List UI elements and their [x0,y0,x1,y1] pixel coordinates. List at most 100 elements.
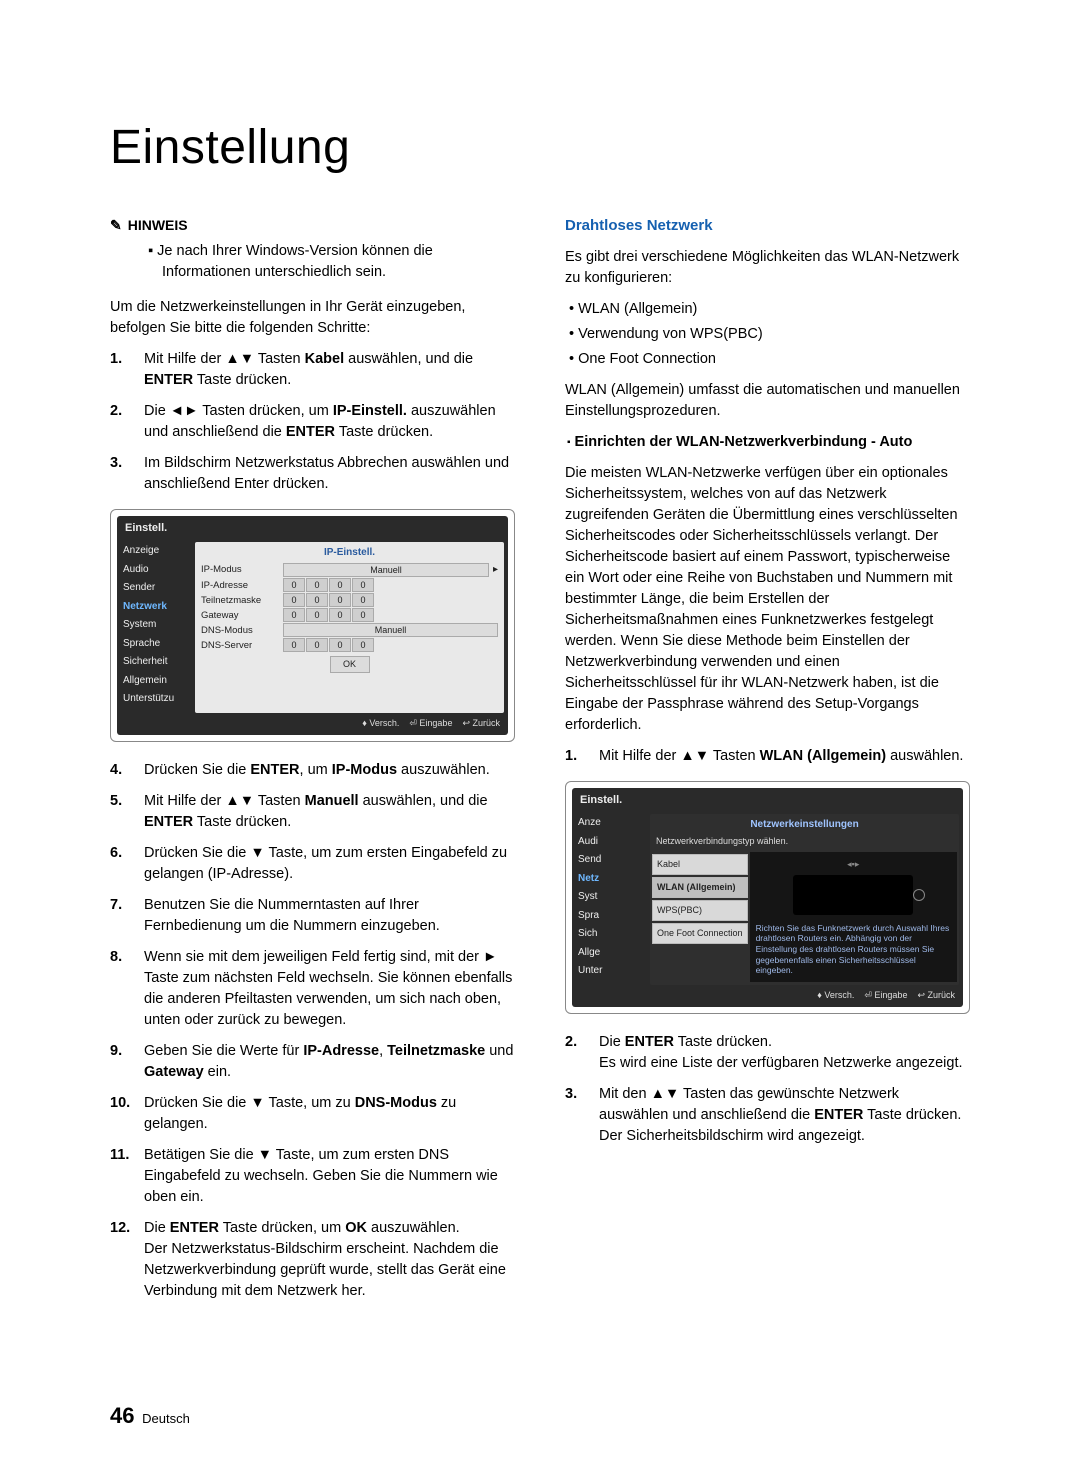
step-text: Mit Hilfe der ▲▼ Tasten Manuell auswähle… [144,791,515,833]
sidebar-item: Netz [572,870,650,889]
ipmodus-value: Manuell [283,563,489,577]
step-text: Mit Hilfe der ▲▼ Tasten Kabel auswählen,… [144,349,515,391]
subhead-text: Einrichten der WLAN-Netzwerkverbindung -… [575,434,913,450]
step-item: 4.Drücken Sie die ENTER, um IP-Modus aus… [110,760,515,781]
sidebar-item: Allgemein [117,672,195,691]
sidebar-item: Sich [572,925,650,944]
wlan-intro: Es gibt drei verschiedene Möglichkeiten … [565,247,970,289]
shot2-tabs: KabelWLAN (Allgemein)WPS(PBC)One Foot Co… [650,850,750,984]
footer-hint: ↩ Zurück [917,989,955,1002]
gateway-octets: 0000 [283,608,498,622]
step-number: 3. [110,453,134,495]
step-item: 10. Drücken Sie die ▼ Taste, um zu DNS-Mo… [110,1093,515,1135]
sidebar-item: Anze [572,814,650,833]
page-title: Einstellung [110,120,970,175]
sidebar-item: Send [572,851,650,870]
step-number: 12. [110,1218,134,1302]
step-text: Mit Hilfe der ▲▼ Tasten WLAN (Allgemein)… [599,746,970,767]
two-column-layout: ✎ HINWEIS ▪ Je nach Ihrer Windows-Versio… [110,215,970,1316]
step-item: 6.Drücken Sie die ▼ Taste, um zum ersten… [110,843,515,885]
step-text: Wenn sie mit dem jeweiligen Feld fertig … [144,947,515,1031]
shot1-footer: ♦ Versch.⏎ Eingabe↩ Zurück [117,715,508,733]
step-number: 5. [110,791,134,833]
sidebar-item: Audi [572,833,650,852]
step-number: 2. [565,1032,589,1074]
step-text: Betätigen Sie die ▼ Taste, um zum ersten… [144,1145,515,1208]
shot2-desc: Richten Sie das Funknetzwerk durch Auswa… [756,923,951,976]
sidebar-item: Allge [572,944,650,963]
sidebar-item: Unter [572,962,650,981]
row-ipmodus: IP-Modus [201,563,279,577]
step-item: 8.Wenn sie mit dem jeweiligen Feld ferti… [110,947,515,1031]
shot2-panel-title: Netzwerkeinstellungen [650,814,959,833]
step-item: 9.Geben Sie die Werte für IP-Adresse, Te… [110,1041,515,1083]
step-number: 1. [110,349,134,391]
bullet-item: One Foot Connection [565,349,970,370]
section-heading-wireless: Drahtloses Netzwerk [565,215,970,237]
step-item: 3.Mit den ▲▼ Tasten das gewünschte Netzw… [565,1084,970,1147]
hinweis-text: HINWEIS [128,215,188,235]
step-item: 2.Die ◄► Tasten drücken, um IP-Einstell.… [110,401,515,443]
sidebar-item: Spra [572,907,650,926]
step-number: 7. [110,895,134,937]
shot2-panel: Netzwerkeinstellungen Netzwerkverbindung… [650,814,959,985]
step-text: Die ENTER Taste drücken, um OK auszuwähl… [144,1218,515,1302]
footer-hint: ♦ Versch. [817,989,854,1002]
footer-hint: ⏎ Eingabe [864,989,907,1002]
arrows-icon: ◂▪▸ [756,858,951,871]
dnsmodus-value: Manuell [283,623,498,637]
hinweis-label: ✎ HINWEIS [110,215,188,235]
shot2-netpane: ◂▪▸ Richten Sie das Funknetzwerk durch A… [750,852,957,982]
shot2-sidebar: AnzeAudiSendNetzSystSpraSichAllgeUnter [572,812,650,987]
step-text: Drücken Sie die ENTER, um IP-Modus auszu… [144,760,515,781]
wlan-after: WLAN (Allgemein) umfasst die automatisch… [565,380,970,422]
step-number: 6. [110,843,134,885]
shot2-footer: ♦ Versch. ⏎ Eingabe ↩ Zurück [572,987,963,1005]
shot2-header: Einstell. [572,788,963,812]
step-item: 1.Mit Hilfe der ▲▼ Tasten Kabel auswähle… [110,349,515,391]
steps-right-1: 1. Mit Hilfe der ▲▼ Tasten WLAN (Allgemei… [565,746,970,767]
step-number: 8. [110,947,134,1031]
step-number: 11. [110,1145,134,1208]
network-type-tab: WPS(PBC) [652,900,748,921]
sidebar-item: Sprache [117,635,195,654]
wlan-bullets: WLAN (Allgemein)Verwendung von WPS(PBC)O… [565,299,970,370]
ip-octets: 0000 [283,578,498,592]
sidebar-item: System [117,616,195,635]
dns-octets: 0000 [283,638,498,652]
shot1-header: Einstell. [117,516,508,540]
right-column: Drahtloses Netzwerk Es gibt drei verschi… [565,215,970,1316]
step-text: Im Bildschirm Netzwerkstatus Abbrechen a… [144,453,515,495]
step-text: Die ◄► Tasten drücken, um IP-Einstell. a… [144,401,515,443]
step-text: Die ENTER Taste drücken.Es wird eine Lis… [599,1032,970,1074]
step-item: 3.Im Bildschirm Netzwerkstatus Abbrechen… [110,453,515,495]
sidebar-item: Sicherheit [117,653,195,672]
sidebar-item: Audio [117,561,195,580]
step-number: 10. [110,1093,134,1135]
shot2-subtitle: Netzwerkverbindungstyp wählen. [650,835,959,850]
intro-paragraph: Um die Netzwerkeinstellungen in Ihr Gerä… [110,297,515,339]
step-number: 3. [565,1084,589,1147]
router-icon [793,875,913,915]
step-text: Benutzen Sie die Nummerntasten auf Ihrer… [144,895,515,937]
row-ipadresse: IP-Adresse [201,579,279,593]
step-text: Mit den ▲▼ Tasten das gewünschte Netzwer… [599,1084,970,1147]
page-footer: 46 Deutsch [110,1403,190,1429]
sidebar-item: Syst [572,888,650,907]
shot1-sidebar: AnzeigeAudioSenderNetzwerkSystemSpracheS… [117,540,195,715]
footer-hint: ⏎ Eingabe [409,717,452,730]
steps-list-1: 1.Mit Hilfe der ▲▼ Tasten Kabel auswähle… [110,349,515,495]
arrow-right-icon: ▸ [493,563,498,578]
row-dnsmodus: DNS-Modus [201,624,279,638]
sidebar-item: Anzeige [117,542,195,561]
page-lang: Deutsch [142,1411,190,1426]
screenshot-ip-settings: Einstell. AnzeigeAudioSenderNetzwerkSyst… [110,509,515,741]
note-icon: ✎ [110,215,122,235]
hinweis-note-text: Je nach Ihrer Windows-Version können die… [157,243,433,280]
step-text: Drücken Sie die ▼ Taste, um zum ersten E… [144,843,515,885]
step-text: Drücken Sie die ▼ Taste, um zu DNS-Modus… [144,1093,515,1135]
footer-hint: ♦ Versch. [362,717,399,730]
step-number: 1. [565,746,589,767]
network-type-tab: One Foot Connection [652,923,748,944]
steps-list-2: 4.Drücken Sie die ENTER, um IP-Modus aus… [110,760,515,1302]
